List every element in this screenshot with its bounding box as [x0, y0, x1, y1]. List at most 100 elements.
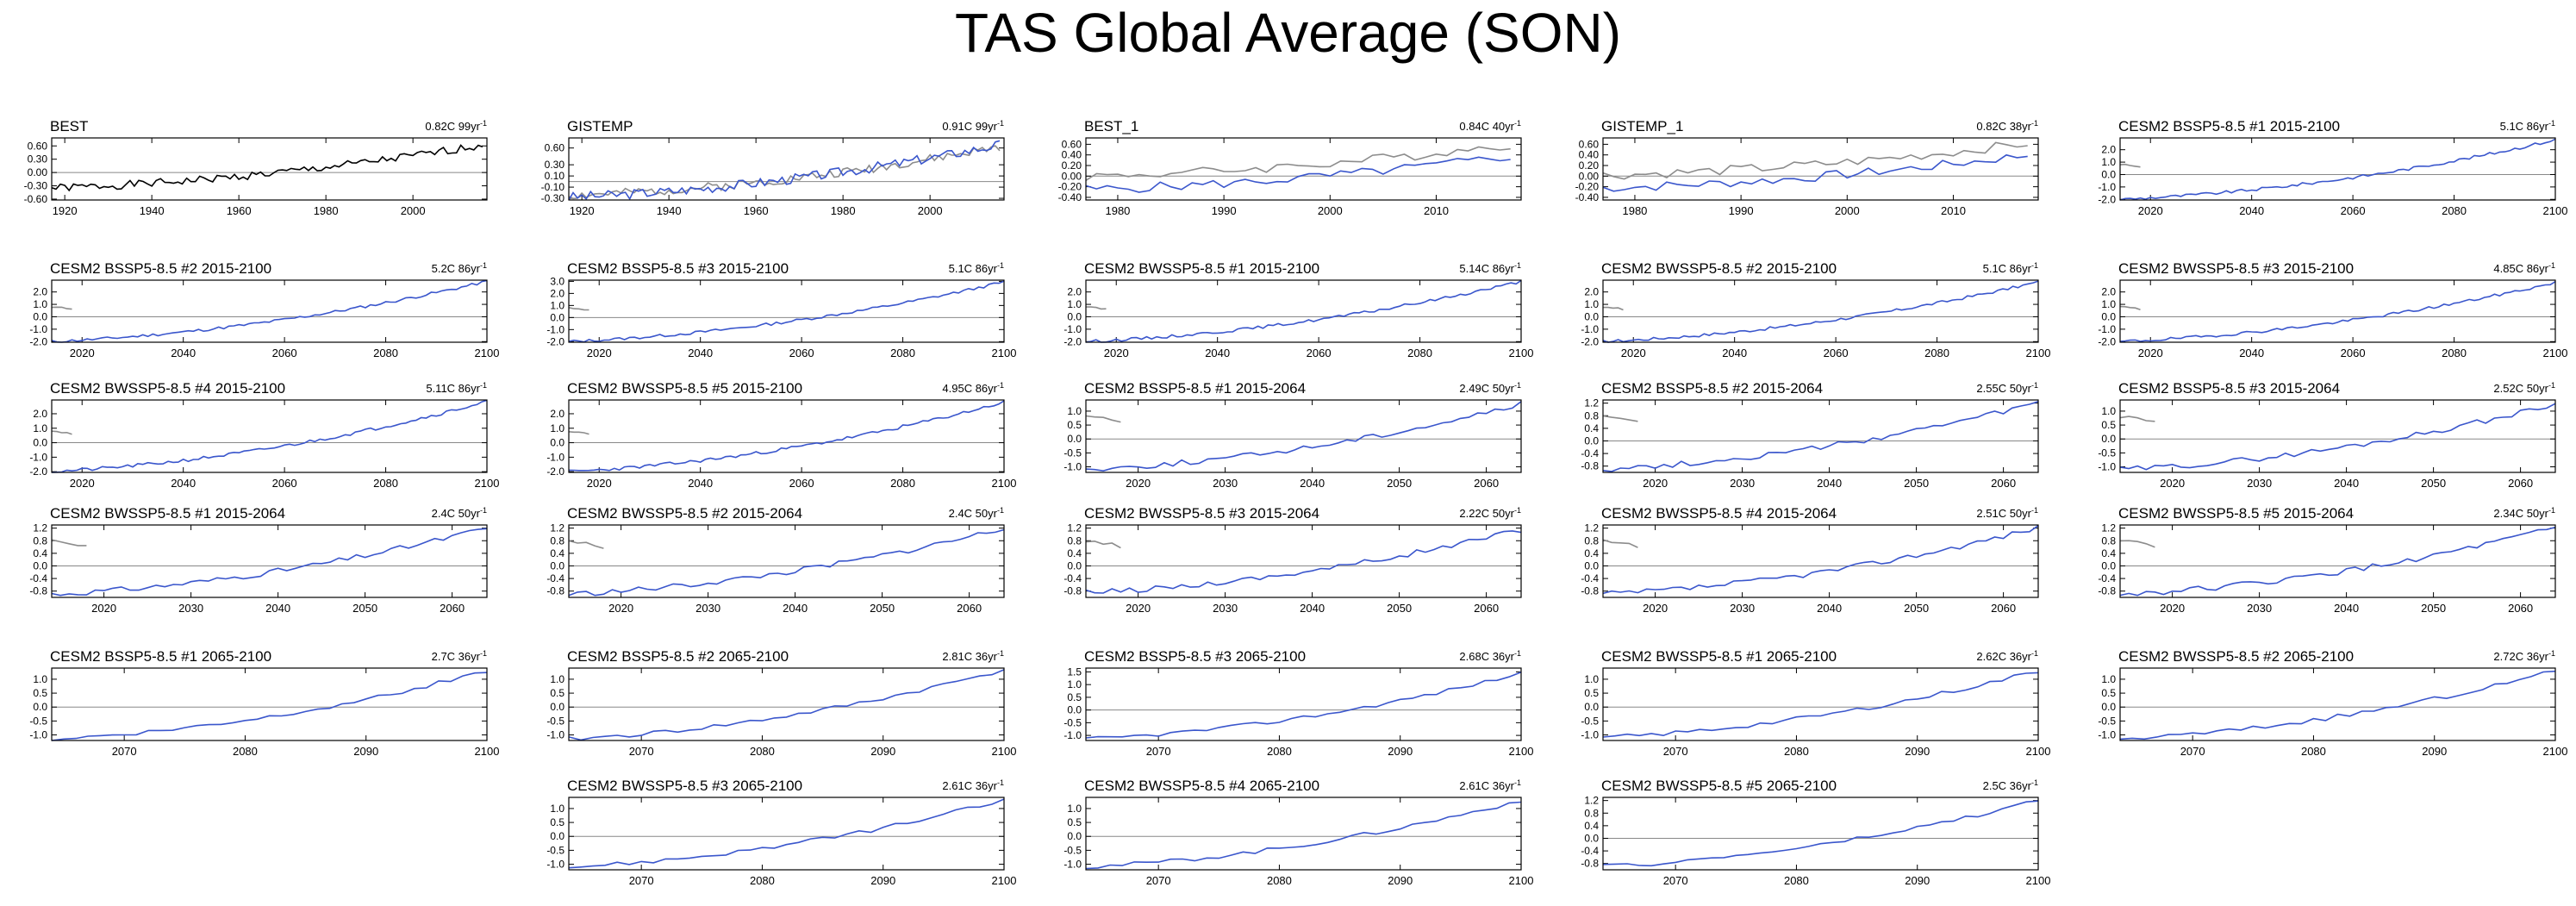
y-tick-label: -0.8 — [1581, 585, 1599, 597]
trend-label: 5.1C 86yr-1 — [1983, 261, 2038, 275]
y-tick-label: 0.4 — [2101, 547, 2116, 559]
x-tick-label: 2040 — [171, 477, 196, 490]
panel-title: CESM2 BSSP5-8.5 #3 2015-2100 — [567, 260, 789, 277]
plot-frame — [2119, 399, 2556, 473]
x-tick-label: 2100 — [1509, 745, 1534, 758]
x-tick-label: 2050 — [1904, 477, 1929, 490]
trend-label: 2.7C 36yr-1 — [432, 649, 487, 663]
y-tick-label: 1.0 — [2101, 298, 2116, 310]
chart-panel: BEST_1 0.84C 40yr-1 -0.40-0.200.000.200.40… — [1058, 118, 1522, 217]
panel-title: CESM2 BWSSP5-8.5 #2 2015-2064 — [567, 505, 802, 522]
chart-panel: CESM2 BSSP5-8.5 #3 2065-2100 2.68C 36yr-1… — [1063, 648, 1533, 758]
panel-title: CESM2 BWSSP5-8.5 #5 2015-2064 — [2118, 505, 2354, 522]
x-tick-label: 2060 — [1824, 347, 1849, 359]
series-line — [1085, 279, 1522, 343]
panel-title: CESM2 BSSP5-8.5 #2 2065-2100 — [567, 648, 789, 665]
x-tick-label: 2100 — [992, 347, 1017, 359]
x-tick-label: 2070 — [2180, 745, 2205, 758]
x-tick-label: 2020 — [587, 347, 612, 359]
y-tick-label: -0.8 — [1581, 858, 1599, 870]
plot-frame — [51, 279, 488, 343]
series-line — [568, 400, 1005, 472]
x-tick-label: 2080 — [1924, 347, 1949, 359]
x-tick-label: 2090 — [2422, 745, 2447, 758]
y-tick-label: 0.00 — [1579, 170, 1600, 182]
y-tick-label: 0.8 — [550, 534, 564, 547]
series-line — [51, 672, 488, 741]
y-tick-label: -2.0 — [1063, 335, 1082, 347]
panel-title: CESM2 BWSSP5-8.5 #1 2065-2100 — [1601, 648, 1837, 665]
y-tick-label: -0.5 — [2098, 447, 2116, 459]
series-line — [1085, 540, 1121, 549]
panel-title: CESM2 BWSSP5-8.5 #4 2015-2064 — [1601, 505, 1837, 522]
y-tick-label: 0.8 — [1584, 409, 1599, 422]
y-tick-label: 0.8 — [1584, 807, 1599, 819]
panel-title: CESM2 BSSP5-8.5 #1 2015-2064 — [1084, 380, 1306, 397]
x-tick-label: 2060 — [2508, 477, 2533, 490]
y-tick-label: 2.0 — [2101, 144, 2116, 156]
chart-panel: CESM2 BWSSP5-8.5 #4 2015-2100 5.11C 86yr-… — [29, 380, 499, 490]
trend-label: 2.72C 36yr-1 — [2493, 649, 2555, 663]
panel-title: CESM2 BWSSP5-8.5 #3 2015-2064 — [1084, 505, 1319, 522]
x-tick-label: 2090 — [1905, 745, 1930, 758]
x-tick-label: 1960 — [744, 204, 769, 217]
y-tick-label: 1.2 — [1584, 397, 1599, 409]
y-tick-label: 0.5 — [1067, 816, 1082, 828]
x-tick-label: 2060 — [1474, 602, 1499, 615]
x-tick-label: 2020 — [70, 477, 95, 490]
plot-frame — [1602, 137, 2039, 201]
panel-title: BEST_1 — [1084, 118, 1138, 134]
x-tick-label: 2090 — [1388, 745, 1413, 758]
series-line — [568, 145, 1001, 200]
series-line — [51, 279, 488, 343]
trend-label: 2.51C 50yr-1 — [1976, 506, 2038, 520]
y-tick-label: 1.0 — [1584, 673, 1599, 685]
y-tick-label: 0.4 — [1584, 422, 1599, 434]
x-tick-label: 2050 — [870, 602, 895, 615]
y-tick-label: 0.4 — [550, 547, 564, 559]
y-tick-label: 1.0 — [1584, 298, 1599, 310]
series-line — [1603, 306, 1624, 311]
x-tick-label: 2050 — [1904, 602, 1929, 615]
y-tick-label: 0.0 — [1067, 433, 1082, 445]
trend-label: 5.1C 86yr-1 — [2500, 119, 2555, 133]
x-tick-label: 2040 — [688, 477, 713, 490]
x-tick-label: 2100 — [2026, 745, 2051, 758]
x-tick-label: 2040 — [265, 602, 290, 615]
x-tick-label: 2050 — [2421, 477, 2446, 490]
x-tick-label: 2000 — [401, 204, 426, 217]
trend-label: 2.4C 50yr-1 — [432, 506, 487, 520]
trend-label: 0.82C 99yr-1 — [425, 119, 487, 133]
y-tick-label: -0.4 — [1581, 447, 1599, 459]
y-tick-label: -0.5 — [546, 715, 564, 727]
series-line — [568, 140, 1001, 201]
series-line — [568, 431, 589, 435]
y-tick-label: 0.5 — [550, 816, 564, 828]
y-tick-label: 2.0 — [1067, 286, 1082, 298]
panel-title: CESM2 BSSP5-8.5 #3 2065-2100 — [1084, 648, 1306, 665]
x-tick-label: 1940 — [657, 204, 682, 217]
x-tick-label: 2040 — [171, 347, 196, 359]
x-tick-label: 1990 — [1729, 204, 1754, 217]
x-tick-label: 2080 — [890, 347, 915, 359]
y-tick-label: 0.0 — [33, 559, 47, 572]
y-tick-label: 0.30 — [545, 159, 565, 171]
trend-label: 0.82C 38yr-1 — [1976, 119, 2038, 133]
y-tick-label: 0.60 — [28, 140, 48, 152]
y-tick-label: 1.0 — [33, 298, 47, 310]
x-tick-label: 2090 — [870, 874, 895, 887]
y-tick-label: 1.2 — [1584, 795, 1599, 807]
panel-title: CESM2 BWSSP5-8.5 #5 2065-2100 — [1601, 778, 1837, 794]
x-tick-label: 2080 — [1784, 745, 1809, 758]
series-line — [51, 430, 72, 435]
x-tick-label: 1990 — [1212, 204, 1237, 217]
x-tick-label: 2050 — [1387, 477, 1412, 490]
y-tick-label: -0.5 — [1063, 844, 1082, 856]
x-tick-label: 2090 — [870, 745, 895, 758]
x-tick-label: 2040 — [783, 602, 808, 615]
y-tick-label: 0.20 — [1062, 159, 1082, 172]
y-tick-label: 0.8 — [2101, 534, 2116, 547]
y-tick-label: 1.0 — [1067, 803, 1082, 815]
chart-panel: CESM2 BSSP5-8.5 #2 2065-2100 2.81C 36yr-1… — [546, 648, 1016, 758]
y-tick-label: 0.40 — [1062, 149, 1082, 161]
